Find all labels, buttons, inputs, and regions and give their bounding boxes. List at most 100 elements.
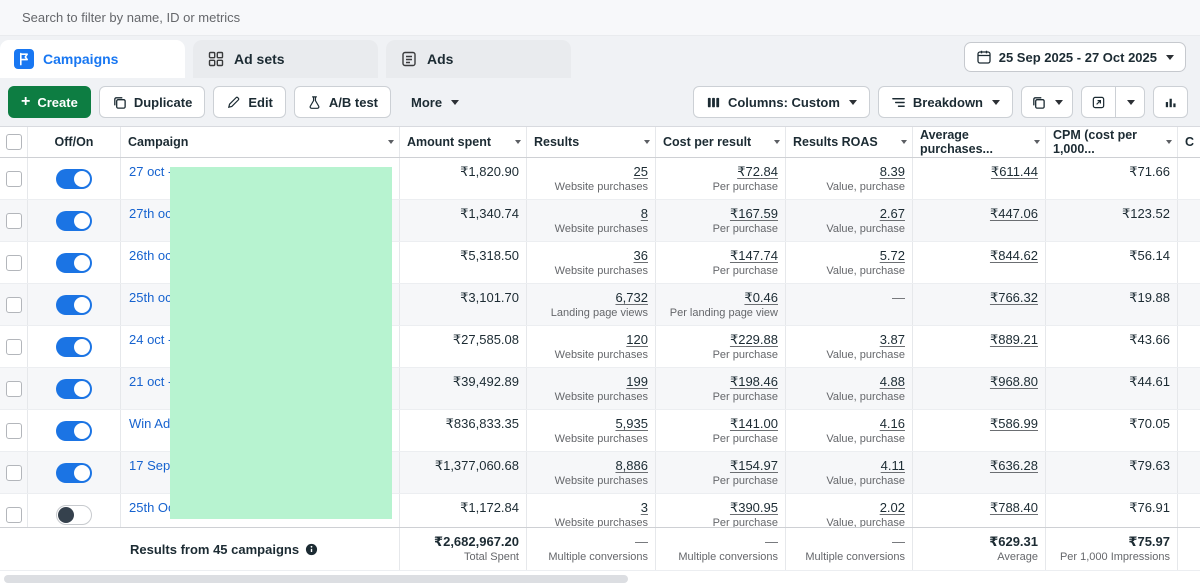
- breakdown-button[interactable]: Breakdown: [877, 86, 1013, 118]
- metric-value-link[interactable]: 5.72: [879, 248, 905, 263]
- metric-value-link[interactable]: ₹889.21: [989, 332, 1038, 347]
- metric-value-link[interactable]: ₹766.32: [989, 290, 1038, 305]
- row-checkbox[interactable]: [5, 338, 22, 355]
- column-header-cpm[interactable]: CPM (cost per 1,000...: [1046, 127, 1178, 157]
- metric-value-link[interactable]: 4.16: [879, 416, 905, 431]
- cut-column-cell: [1178, 326, 1200, 367]
- tab-ads[interactable]: Ads: [386, 40, 571, 78]
- metric-sub-label: Website purchases: [554, 265, 648, 277]
- export-button[interactable]: [1082, 87, 1115, 117]
- metric-value-link[interactable]: 2.67: [879, 206, 905, 221]
- tab-campaigns[interactable]: Campaigns: [0, 40, 185, 78]
- export-split-button: [1081, 86, 1145, 118]
- column-header-cost-per-result[interactable]: Cost per result: [656, 127, 786, 157]
- campaign-name-link[interactable]: 27th oct: [129, 206, 176, 221]
- campaign-cell: 27th oct: [121, 200, 400, 241]
- metric-value-link[interactable]: 25: [633, 164, 648, 179]
- edit-button[interactable]: Edit: [213, 86, 286, 118]
- amount-spent-cell: ₹1,340.74: [400, 200, 527, 241]
- campaign-toggle[interactable]: [56, 504, 92, 525]
- export-options-button[interactable]: [1115, 87, 1144, 117]
- campaign-toggle[interactable]: [56, 168, 92, 189]
- campaign-name-link[interactable]: 25th Oct: [129, 500, 179, 515]
- campaign-name-link[interactable]: 24 oct - r: [129, 332, 181, 347]
- column-header-average-purchases[interactable]: Average purchases...: [913, 127, 1046, 157]
- campaign-toggle[interactable]: [56, 252, 92, 273]
- table-header: Off/On Campaign Amount spent Results Cos…: [0, 127, 1200, 158]
- row-checkbox[interactable]: [5, 212, 22, 229]
- campaign-name-link[interactable]: 25th oct: [129, 290, 176, 305]
- metric-value-link[interactable]: ₹968.80: [989, 374, 1038, 389]
- metric-value-link[interactable]: ₹586.99: [989, 416, 1038, 431]
- search-input[interactable]: [22, 10, 542, 25]
- reports-button[interactable]: [1021, 86, 1073, 118]
- cut-column-cell: [1178, 158, 1200, 199]
- metric-value-link[interactable]: 8: [640, 206, 648, 221]
- column-header-campaign[interactable]: Campaign: [121, 127, 400, 157]
- metric-value-link[interactable]: 4.11: [880, 458, 905, 473]
- select-all-checkbox[interactable]: [5, 134, 22, 150]
- metric-value-link[interactable]: 3.87: [879, 332, 905, 347]
- metric-value-link[interactable]: ₹447.06: [989, 206, 1038, 221]
- metric-value-link[interactable]: ₹154.97: [729, 458, 778, 473]
- campaign-name-link[interactable]: 26th oct: [129, 248, 176, 263]
- tab-ad-sets[interactable]: Ad sets: [193, 40, 378, 78]
- metric-value-link[interactable]: 120: [626, 332, 648, 347]
- campaign-name-link[interactable]: Win Ads: [129, 416, 177, 431]
- table-row: 24 oct - r ₹27,585.08 120 Website purchases…: [0, 326, 1200, 368]
- campaign-name-link[interactable]: 27 oct - s: [129, 164, 183, 179]
- column-header-results-roas[interactable]: Results ROAS: [786, 127, 913, 157]
- metric-value-link[interactable]: ₹0.46: [744, 290, 778, 305]
- metric-value-link[interactable]: ₹611.44: [990, 164, 1038, 179]
- ab-test-button[interactable]: A/B test: [293, 86, 392, 118]
- columns-button[interactable]: Columns: Custom: [692, 86, 870, 118]
- metric-value-link[interactable]: 8,886: [615, 458, 648, 473]
- cpm-cell: ₹70.05: [1046, 410, 1178, 451]
- date-range-picker[interactable]: 25 Sep 2025 - 27 Oct 2025: [963, 42, 1186, 72]
- charts-button[interactable]: [1153, 86, 1188, 118]
- metric-value-link[interactable]: 8.39: [879, 164, 905, 179]
- metric-value-link[interactable]: ₹167.59: [729, 206, 778, 221]
- row-checkbox[interactable]: [5, 170, 22, 187]
- campaign-toggle[interactable]: [56, 462, 92, 483]
- campaign-toggle[interactable]: [56, 294, 92, 315]
- metric-value-link[interactable]: 199: [626, 374, 648, 389]
- more-button[interactable]: More: [399, 86, 471, 118]
- scrollbar-thumb[interactable]: [4, 575, 628, 583]
- column-header-results[interactable]: Results: [527, 127, 656, 157]
- ab-test-label: A/B test: [328, 94, 379, 110]
- metric-value-link[interactable]: ₹788.40: [989, 500, 1038, 515]
- row-checkbox[interactable]: [5, 506, 22, 523]
- row-checkbox[interactable]: [5, 422, 22, 439]
- metric-value-link[interactable]: 36: [633, 248, 648, 263]
- horizontal-scrollbar[interactable]: [0, 570, 1200, 585]
- metric-value-link[interactable]: ₹229.88: [729, 332, 778, 347]
- row-checkbox[interactable]: [5, 380, 22, 397]
- metric-value-link[interactable]: 6,732: [615, 290, 648, 305]
- column-header-amount-spent[interactable]: Amount spent: [400, 127, 527, 157]
- row-checkbox[interactable]: [5, 464, 22, 481]
- create-button[interactable]: + Create: [8, 86, 91, 118]
- campaign-toggle[interactable]: [56, 378, 92, 399]
- campaign-toggle[interactable]: [56, 336, 92, 357]
- campaign-name-link[interactable]: 21 oct - r: [129, 374, 181, 389]
- cost-per-result-cell: ₹147.74 Per purchase: [656, 242, 786, 283]
- metric-value-link[interactable]: 5,935: [615, 416, 648, 431]
- metric-value-link[interactable]: ₹147.74: [729, 248, 778, 263]
- metric-value-link[interactable]: ₹636.28: [989, 458, 1038, 473]
- column-header-cut[interactable]: C: [1185, 135, 1195, 149]
- campaign-toggle[interactable]: [56, 210, 92, 231]
- metric-value-link[interactable]: ₹141.00: [729, 416, 778, 431]
- row-checkbox[interactable]: [5, 296, 22, 313]
- metric-value-link[interactable]: ₹390.95: [729, 500, 778, 515]
- metric-value-link[interactable]: ₹72.84: [737, 164, 778, 179]
- cut-column-cell: [1178, 494, 1200, 527]
- metric-value-link[interactable]: 3: [640, 500, 648, 515]
- metric-value-link[interactable]: 2.02: [879, 500, 905, 515]
- metric-value-link[interactable]: ₹198.46: [729, 374, 778, 389]
- duplicate-button[interactable]: Duplicate: [98, 86, 206, 118]
- metric-value-link[interactable]: 4.88: [879, 374, 905, 389]
- row-checkbox[interactable]: [5, 254, 22, 271]
- campaign-toggle[interactable]: [56, 420, 92, 441]
- metric-value-link[interactable]: ₹844.62: [989, 248, 1038, 263]
